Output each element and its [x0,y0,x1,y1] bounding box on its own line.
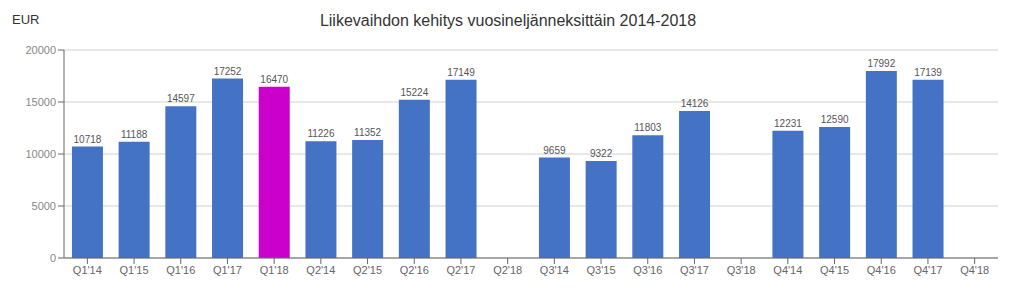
svg-text:Q3'16: Q3'16 [633,264,662,276]
svg-text:17149: 17149 [447,67,475,78]
svg-text:20000: 20000 [25,44,56,56]
svg-text:Q4'14: Q4'14 [773,264,802,276]
svg-text:10718: 10718 [74,134,102,145]
svg-text:11352: 11352 [354,127,382,138]
svg-text:Q3'15: Q3'15 [587,264,616,276]
svg-text:Q2'18: Q2'18 [493,264,522,276]
svg-text:Q1'15: Q1'15 [120,264,149,276]
svg-text:Q3'18: Q3'18 [727,264,756,276]
svg-text:Q4'18: Q4'18 [960,264,989,276]
svg-text:9322: 9322 [590,148,613,159]
svg-text:17139: 17139 [914,67,942,78]
svg-text:16470: 16470 [260,74,288,85]
svg-text:5000: 5000 [32,200,56,212]
svg-text:14597: 14597 [167,93,195,104]
svg-text:12231: 12231 [774,118,802,129]
svg-text:11226: 11226 [307,128,335,139]
svg-text:0: 0 [50,252,56,264]
svg-text:Q1'14: Q1'14 [73,264,102,276]
svg-text:Q3'17: Q3'17 [680,264,709,276]
html-text:EUR: EUR [12,12,40,27]
svg-text:Q4'15: Q4'15 [820,264,849,276]
html-text:Liikevaihdon kehitys vuosinelj: Liikevaihdon kehitys vuosineljänneksittä… [319,12,697,29]
svg-text:15000: 15000 [25,96,56,108]
svg-text:Q2'14: Q2'14 [306,264,335,276]
svg-text:Q1'16: Q1'16 [166,264,195,276]
svg-text:Q4'17: Q4'17 [913,264,942,276]
svg-text:17252: 17252 [214,66,242,77]
svg-text:14126: 14126 [681,98,709,109]
svg-text:Q2'15: Q2'15 [353,264,382,276]
svg-text:10000: 10000 [25,148,56,160]
svg-text:9659: 9659 [543,145,566,156]
svg-text:Q2'17: Q2'17 [446,264,475,276]
svg-text:17992: 17992 [867,58,895,69]
svg-text:Q2'16: Q2'16 [400,264,429,276]
svg-text:11188: 11188 [121,129,148,140]
svg-text:Q4'16: Q4'16 [867,264,896,276]
svg-text:11803: 11803 [634,122,662,133]
svg-text:15224: 15224 [400,87,428,98]
svg-text:Q1'17: Q1'17 [213,264,242,276]
svg-text:12590: 12590 [821,114,849,125]
svg-text:Q3'14: Q3'14 [540,264,569,276]
svg-text:Q1'18: Q1'18 [260,264,289,276]
